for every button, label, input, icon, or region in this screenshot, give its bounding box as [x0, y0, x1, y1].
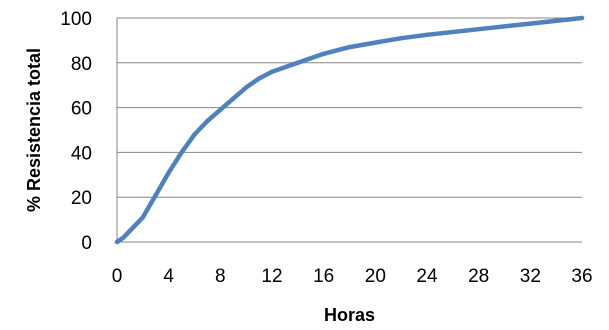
data-point	[153, 192, 158, 198]
data-point	[295, 60, 301, 65]
series	[114, 15, 585, 245]
x-tick-label: 32	[520, 266, 541, 287]
y-tick-label: 60	[71, 99, 92, 120]
data-point	[140, 215, 146, 220]
data-point	[179, 150, 184, 155]
x-tick-labels: 0 4 8 12 16 20 24 28 32 36	[112, 266, 593, 287]
data-point	[424, 32, 430, 37]
data-point	[398, 35, 404, 41]
series-line	[114, 15, 585, 245]
data-point	[243, 85, 249, 90]
axes	[116, 18, 582, 243]
x-tick-label: 0	[112, 266, 123, 287]
data-point	[373, 40, 378, 45]
data-point	[205, 118, 210, 124]
data-point	[114, 239, 120, 245]
y-tick-labels: 0 20 40 60 80 100	[60, 9, 92, 254]
x-tick-label: 20	[365, 266, 386, 287]
data-point	[121, 235, 126, 240]
y-tick-label: 40	[71, 143, 92, 164]
y-tick-label: 100	[60, 9, 92, 30]
x-tick-label: 12	[261, 266, 282, 287]
x-tick-label: 28	[468, 266, 489, 287]
y-axis-title: % Resistencia total	[24, 48, 44, 212]
x-tick-label: 24	[416, 266, 438, 287]
x-tick-label: 8	[215, 266, 226, 287]
y-tick-label: 20	[71, 188, 92, 209]
gridlines	[117, 17, 582, 198]
y-tick-label: 80	[71, 54, 92, 75]
data-point	[347, 44, 352, 50]
data-point	[269, 69, 275, 74]
data-point	[256, 76, 262, 81]
data-point	[218, 107, 223, 113]
data-point	[528, 21, 533, 26]
x-tick-label: 4	[163, 266, 174, 287]
data-point	[127, 228, 133, 233]
data-point	[192, 132, 197, 137]
x-tick-label: 16	[313, 266, 334, 287]
x-tick-label: 36	[571, 266, 592, 287]
data-point	[321, 51, 326, 57]
data-point	[579, 15, 585, 21]
data-point	[231, 96, 236, 101]
data-point	[476, 27, 481, 32]
y-tick-label: 0	[81, 233, 92, 254]
data-point	[166, 170, 171, 175]
x-axis-title: Horas	[324, 305, 375, 325]
